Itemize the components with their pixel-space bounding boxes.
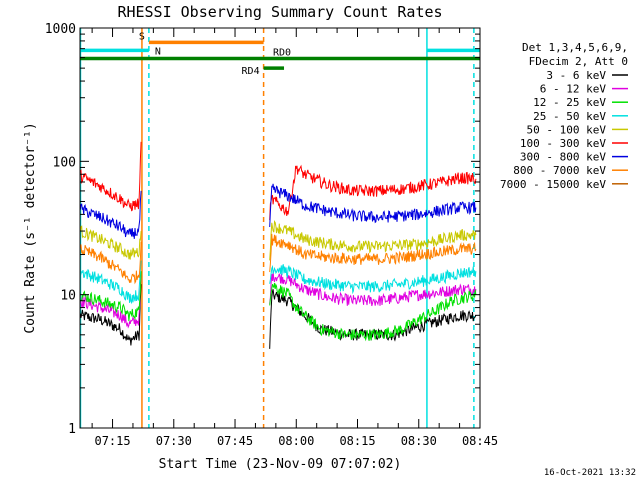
flag-label-s: S	[139, 31, 145, 42]
series-25-50-kev-segment-0	[79, 260, 142, 305]
legend-label-3-6-kev: 3 - 6 keV	[546, 69, 606, 82]
series-12-25-kev-segment-1	[269, 282, 477, 342]
series-6-12-kev-segment-1	[269, 270, 477, 307]
plot-frame	[79, 27, 481, 429]
x-tick-label: 08:15	[339, 434, 375, 448]
legend-label-6-12-kev: 6 - 12 keV	[540, 83, 607, 96]
y-tick-label: 1000	[45, 22, 76, 37]
series-3-6-kev-segment-0	[79, 284, 142, 346]
flag-label-rd0: RD0	[273, 48, 291, 59]
series-100-300-kev-segment-1	[269, 164, 477, 221]
legend-label-7000-15000-kev: 7000 - 15000 keV	[500, 178, 606, 191]
x-tick-label: 08:45	[462, 434, 498, 448]
x-tick-label: 08:00	[278, 434, 314, 448]
x-axis-ticks: 07:15 07:30 07:45 08:00 08:15 08:30 08:45	[91, 28, 498, 448]
y-axis-ticks: 1 10 100 1000	[45, 22, 480, 437]
series-800-7000-kev-segment-0	[79, 241, 142, 285]
y-tick-label: 100	[53, 155, 76, 170]
series-300-800-kev-segment-0	[79, 190, 142, 239]
flag-label-rd4: RD4	[242, 66, 260, 77]
series-12-25-kev-segment-0	[80, 271, 142, 322]
legend-label-12-25-kev: 12 - 25 keV	[533, 96, 606, 109]
y-tick-label: 10	[60, 289, 76, 304]
y-axis-label: Count Rate (s⁻¹ detector⁻¹)	[23, 122, 38, 333]
series-3-6-kev-segment-1	[269, 289, 477, 349]
series-lines	[79, 141, 477, 349]
legend-label-100-300-kev: 100 - 300 keV	[520, 137, 606, 150]
y-tick-label: 1	[68, 422, 76, 437]
series-50-100-kev-segment-0	[79, 225, 142, 260]
legend-label-50-100-kev: 50 - 100 keV	[527, 123, 607, 136]
legend-label-800-7000-kev: 800 - 7000 keV	[513, 164, 606, 177]
legend-header-line: FDecim 2, Att 0	[529, 55, 628, 68]
series-25-50-kev-segment-1	[269, 264, 477, 295]
series-100-300-kev-segment-0	[79, 141, 142, 212]
series-800-7000-kev-segment-1	[269, 233, 477, 273]
legend-header-line: Det 1,3,4,5,6,9,	[522, 41, 628, 54]
series-50-100-kev-segment-1	[269, 219, 477, 261]
chart-title: RHESSI Observing Summary Count Rates	[117, 3, 442, 21]
x-tick-label: 07:45	[217, 434, 253, 448]
flag-bars: SN RD0 RD4	[80, 31, 480, 77]
legend-label-300-800-kev: 300 - 800 keV	[520, 151, 606, 164]
legend-label-25-50-kev: 25 - 50 keV	[533, 110, 606, 123]
x-axis-label: Start Time (23-Nov-09 07:07:02)	[159, 457, 402, 472]
legend: Det 1,3,4,5,6,9,FDecim 2, Att 03 - 6 keV…	[500, 41, 628, 191]
x-tick-label: 08:30	[401, 434, 437, 448]
flag-label-n: N	[155, 46, 161, 57]
x-tick-label: 07:15	[94, 434, 130, 448]
timestamp: 16-Oct-2021 13:32	[544, 468, 636, 478]
x-tick-label: 07:30	[156, 434, 192, 448]
series-300-800-kev-segment-1	[269, 183, 477, 228]
